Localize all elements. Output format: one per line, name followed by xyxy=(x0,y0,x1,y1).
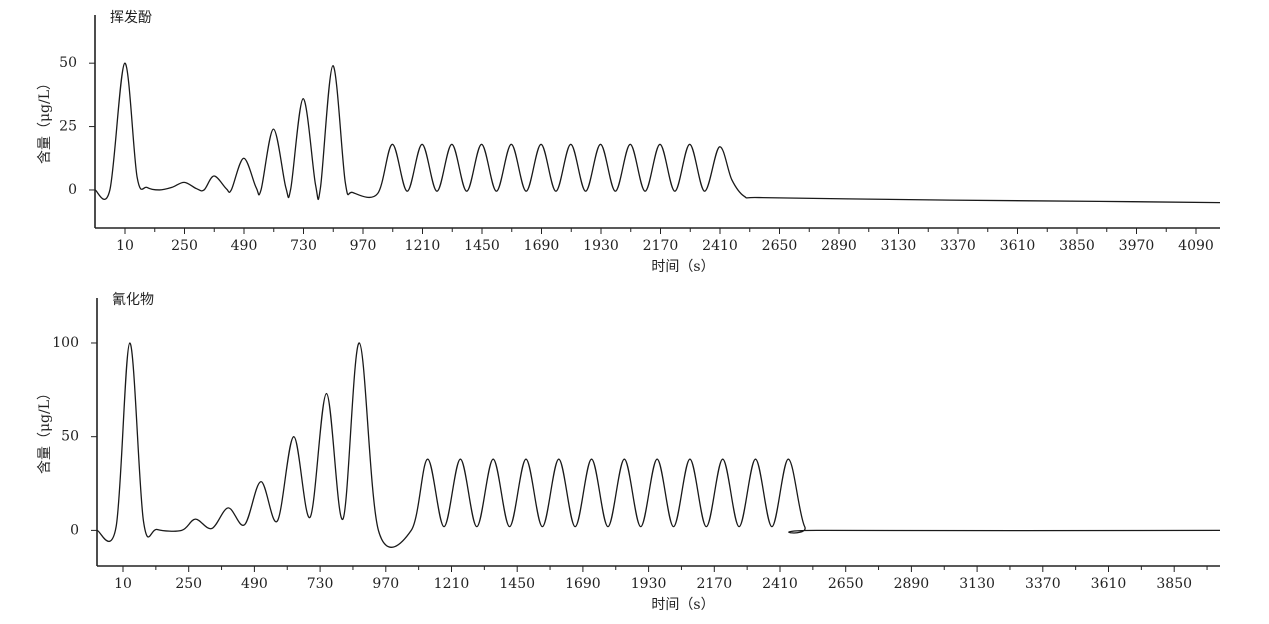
x-tick-label: 2410 xyxy=(702,238,738,254)
x-axis-title: 时间（s） xyxy=(651,259,714,275)
data-line xyxy=(94,62,1221,204)
y-tick-label: 25 xyxy=(59,119,77,135)
x-tick-label: 3970 xyxy=(1119,238,1155,254)
x-tick-label: 2890 xyxy=(894,576,930,592)
x-tick-label: 3850 xyxy=(1059,238,1095,254)
x-tick-label: 1690 xyxy=(565,576,601,592)
x-tick-label: 490 xyxy=(231,238,258,254)
x-tick-label: 1210 xyxy=(405,238,441,254)
y-tick-label: 0 xyxy=(70,522,79,538)
chart-title: 挥发酚 xyxy=(110,10,152,26)
x-tick-label: 1450 xyxy=(499,576,535,592)
x-tick-label: 1210 xyxy=(434,576,470,592)
x-tick-label: 1450 xyxy=(464,238,500,254)
x-tick-label: 2890 xyxy=(821,238,857,254)
x-axis-title: 时间（s） xyxy=(651,597,714,613)
x-tick-label: 970 xyxy=(372,576,399,592)
x-tick-label: 10 xyxy=(116,238,134,254)
x-tick-label: 1930 xyxy=(631,576,667,592)
x-tick-label: 250 xyxy=(171,238,198,254)
x-tick-label: 4090 xyxy=(1178,238,1214,254)
y-tick-label: 0 xyxy=(68,182,77,198)
data-line xyxy=(96,342,1221,548)
x-tick-label: 730 xyxy=(290,238,317,254)
x-tick-label: 970 xyxy=(350,238,377,254)
x-tick-label: 730 xyxy=(307,576,334,592)
x-tick-label: 2170 xyxy=(643,238,679,254)
x-tick-label: 1930 xyxy=(583,238,619,254)
y-tick-label: 50 xyxy=(59,55,77,71)
x-tick-label: 10 xyxy=(114,576,132,592)
y-tick-label: 100 xyxy=(52,335,79,351)
x-tick-label: 2650 xyxy=(828,576,864,592)
x-tick-label: 490 xyxy=(241,576,268,592)
x-tick-label: 3610 xyxy=(1000,238,1036,254)
x-tick-label: 2650 xyxy=(762,238,798,254)
x-tick-label: 2410 xyxy=(762,576,798,592)
y-tick-label: 50 xyxy=(61,429,79,445)
x-tick-label: 3130 xyxy=(959,576,995,592)
y-axis-title: 含量（μg/L） xyxy=(37,386,53,474)
x-tick-label: 3370 xyxy=(940,238,976,254)
x-tick-label: 250 xyxy=(175,576,202,592)
x-tick-label: 3370 xyxy=(1025,576,1061,592)
x-tick-label: 2170 xyxy=(696,576,732,592)
x-tick-label: 3130 xyxy=(881,238,917,254)
x-tick-label: 3850 xyxy=(1156,576,1192,592)
chart-title: 氰化物 xyxy=(112,292,154,308)
y-axis-title: 含量（μg/L） xyxy=(37,76,53,164)
x-tick-label: 1690 xyxy=(524,238,560,254)
x-tick-label: 3610 xyxy=(1091,576,1127,592)
